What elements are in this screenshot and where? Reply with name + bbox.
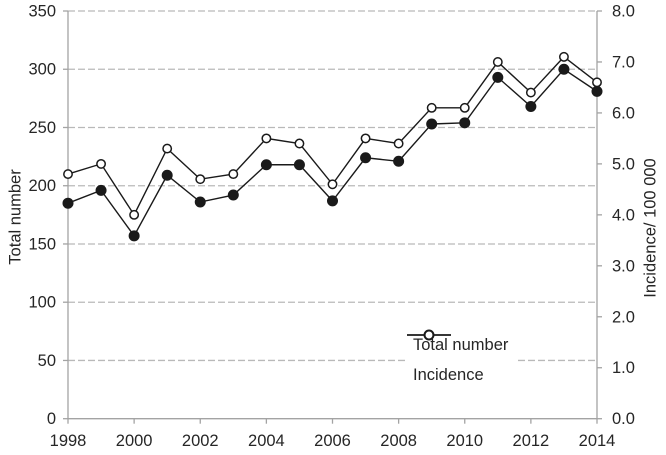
left-tick-label: 100 — [28, 294, 56, 312]
right-tick-label: 7.0 — [612, 53, 635, 71]
x-tick-label: 2006 — [314, 432, 351, 450]
data-point-incidence — [558, 51, 569, 62]
data-point-incidence — [525, 87, 536, 98]
right-tick-label: 8.0 — [612, 3, 635, 21]
data-point-incidence — [360, 133, 371, 144]
data-point-total-number — [293, 159, 305, 171]
left-tick-label: 300 — [28, 61, 56, 79]
data-point-total-number — [62, 197, 74, 209]
left-tick-label: 50 — [38, 352, 56, 370]
x-tick-label: 2014 — [579, 432, 616, 450]
right-tick-label: 6.0 — [612, 104, 635, 122]
data-point-incidence — [63, 169, 73, 180]
data-point-total-number — [558, 63, 570, 75]
data-point-incidence — [592, 77, 602, 88]
x-tick-label: 2010 — [446, 432, 483, 450]
left-tick-label: 200 — [28, 177, 56, 195]
right-axis-title: Incidence/ 100 000 — [641, 158, 660, 298]
data-point-total-number — [161, 169, 173, 181]
legend-label-incidence: Incidence — [413, 365, 484, 384]
data-point-total-number — [426, 118, 438, 130]
x-tick-label: 2002 — [182, 432, 219, 450]
right-tick-label: 3.0 — [612, 257, 635, 275]
data-point-total-number — [492, 71, 504, 83]
data-point-incidence — [492, 57, 503, 67]
data-point-total-number — [95, 184, 107, 196]
left-tick-label: 250 — [28, 119, 56, 137]
data-point-incidence — [228, 169, 239, 180]
series-line-total-number — [67, 68, 598, 238]
series-line-incidence — [67, 55, 598, 217]
legend-label-total-number: Total number — [413, 335, 509, 354]
open-circle-marker-icon — [407, 330, 451, 340]
legend-entry-incidence: Incidence — [407, 330, 508, 390]
x-tick-label: 2000 — [116, 432, 153, 450]
right-tick-label: 5.0 — [612, 155, 635, 173]
data-point-total-number — [459, 117, 471, 129]
right-tick-label: 0.0 — [612, 410, 635, 428]
data-point-incidence — [96, 158, 107, 169]
legend: Total number Incidence — [407, 329, 519, 391]
x-tick-label: 1998 — [50, 432, 87, 450]
left-tick-label: 0 — [47, 410, 56, 428]
right-tick-label: 4.0 — [612, 206, 635, 224]
data-point-total-number — [128, 230, 140, 242]
right-tick-label: 2.0 — [612, 308, 635, 326]
x-tick-label: 2012 — [513, 432, 550, 450]
data-point-total-number — [360, 152, 372, 164]
left-tick-label: 350 — [28, 3, 56, 21]
data-point-incidence — [426, 102, 437, 113]
data-point-total-number — [393, 155, 405, 167]
data-point-incidence — [294, 138, 305, 149]
data-point-incidence — [129, 209, 140, 220]
data-point-incidence — [195, 174, 206, 185]
data-point-total-number — [591, 85, 603, 97]
data-point-incidence — [162, 143, 173, 154]
left-axis-title: Total number — [6, 169, 25, 265]
data-point-total-number — [525, 101, 537, 113]
data-point-incidence — [459, 102, 470, 113]
data-point-total-number — [194, 196, 206, 208]
left-tick-label: 150 — [28, 235, 56, 253]
data-point-incidence — [261, 133, 272, 144]
x-tick-label: 2008 — [380, 432, 417, 450]
data-point-total-number — [227, 189, 239, 201]
right-tick-label: 1.0 — [612, 359, 635, 377]
x-tick-label: 2004 — [248, 432, 285, 450]
data-point-total-number — [327, 195, 339, 207]
data-point-incidence — [327, 179, 338, 190]
data-point-total-number — [260, 159, 272, 171]
data-point-incidence — [393, 138, 404, 149]
